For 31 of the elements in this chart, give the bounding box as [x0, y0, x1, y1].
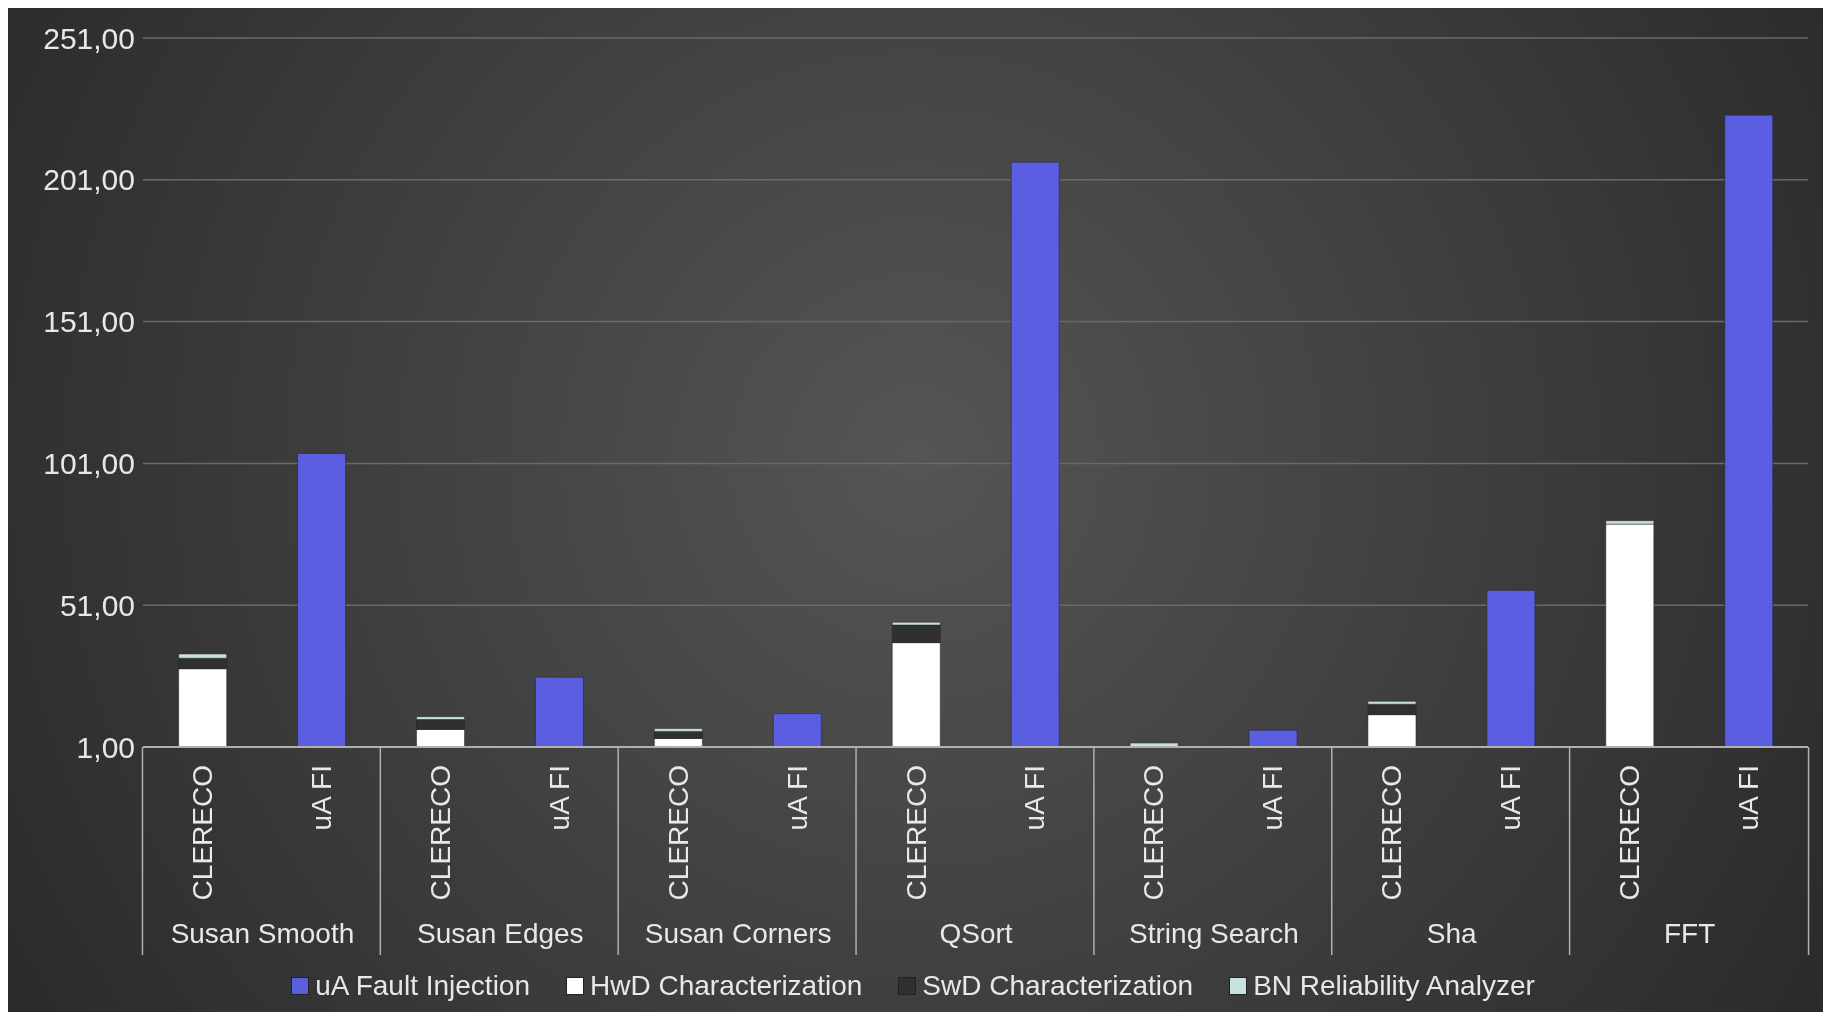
x-tick-label: CLERECO	[900, 765, 932, 901]
x-tick-label: CLERECO	[186, 765, 218, 901]
legend-label: HwD Characterization	[590, 970, 863, 1002]
x-tick-label: uA FI	[305, 765, 337, 831]
text: Susan Corners	[644, 918, 832, 949]
text: FFT	[1663, 918, 1716, 949]
x-tick-label: uA FI	[1019, 765, 1051, 831]
legend-label: uA Fault Injection	[315, 970, 531, 1002]
text: String Search	[1129, 918, 1299, 949]
x-tick-label: uA FI	[543, 765, 575, 831]
x-tick-label: CLERECO	[1376, 765, 1408, 901]
y-tick-label: 51,00	[59, 588, 135, 622]
text: QSort	[939, 918, 1013, 949]
text: Susan Smooth	[170, 918, 355, 949]
x-tick-label: CLERECO	[1614, 765, 1646, 901]
x-tick-label: uA FI	[1733, 765, 1765, 831]
x-tick-label: CLERECO	[424, 765, 456, 901]
x-tick-label: CLERECO	[662, 765, 694, 901]
y-tick-label: 1,00	[76, 730, 135, 764]
x-tick-label: CLERECO	[1138, 765, 1170, 901]
y-tick-label: 151,00	[43, 305, 135, 339]
x-tick-label: uA FI	[781, 765, 813, 831]
text: Susan Edges	[417, 918, 584, 949]
text: Sha	[1426, 918, 1478, 949]
y-tick-label: 201,00	[43, 163, 135, 197]
y-tick-label: 101,00	[43, 447, 135, 481]
legend-label: BN Reliability Analyzer	[1253, 970, 1535, 1002]
y-tick-label: 251,00	[43, 21, 135, 55]
x-tick-label: uA FI	[1495, 765, 1527, 831]
x-tick-label: uA FI	[1257, 765, 1289, 831]
legend-label: SwD Characterization	[922, 970, 1194, 1002]
